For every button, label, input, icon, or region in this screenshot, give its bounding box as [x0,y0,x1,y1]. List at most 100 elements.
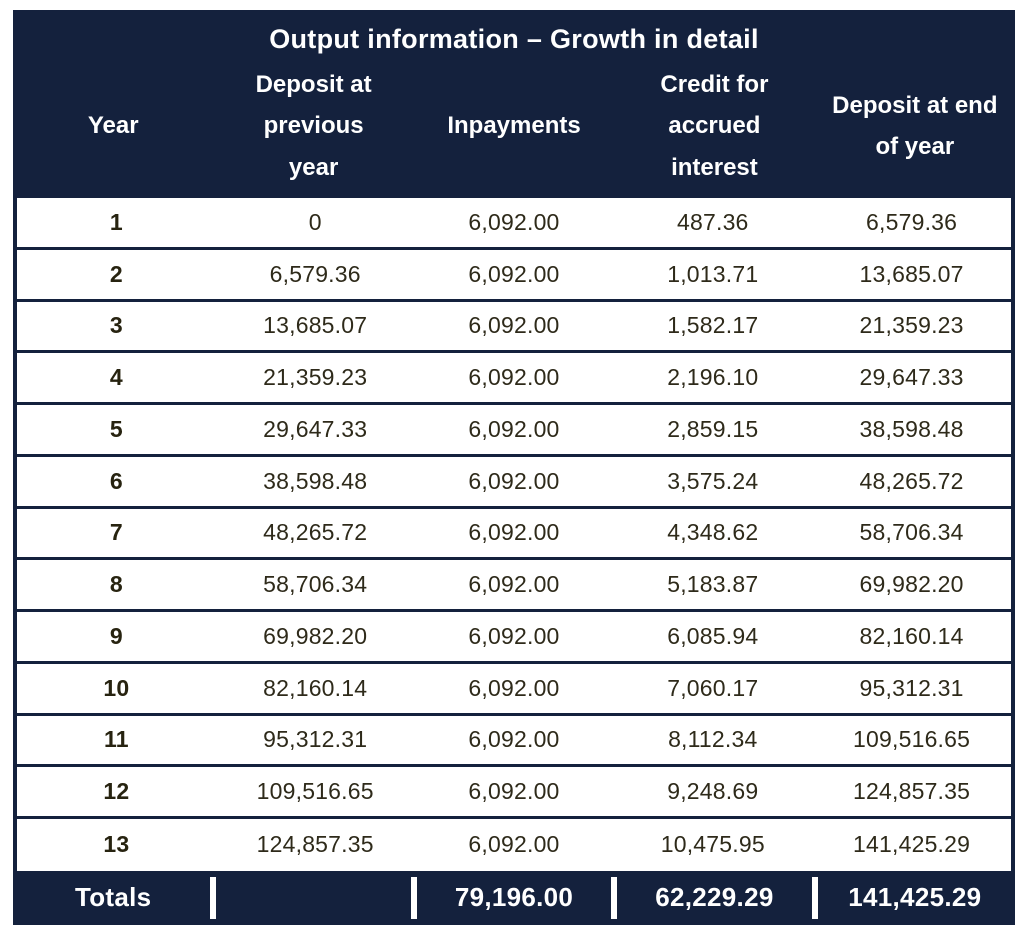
table-row: 13 124,857.35 6,092.00 10,475.95 141,425… [17,819,1011,871]
deposit-end-cell: 141,425.29 [853,831,971,858]
column-header-year: Year [13,105,213,146]
column-header-inpayments: Inpayments [414,105,614,146]
credit-interest-cell: 10,475.95 [660,831,765,858]
credit-interest-cell: 8,112.34 [668,726,758,753]
inpayments-cell: 6,092.00 [468,778,560,805]
totals-inpayments-cell: 79,196.00 [410,871,614,925]
deposit-end-cell: 69,982.20 [859,571,964,598]
table-row: 1 0 6,092.00 487.36 6,579.36 [17,198,1011,250]
credit-interest-cell: 4,348.62 [667,519,759,546]
year-cell: 13 [103,831,130,858]
totals-value: 79,196.00 [454,882,574,913]
table-row: 8 58,706.34 6,092.00 5,183.87 69,982.20 [17,560,1011,612]
credit-interest-cell: 9,248.69 [667,778,759,805]
inpayments-cell: 6,092.00 [468,726,560,753]
table-row: 11 95,312.31 6,092.00 8,112.34 109,516.6… [17,716,1011,768]
credit-interest-cell: 7,060.17 [667,674,759,701]
deposit-previous-cell: 95,312.31 [263,726,368,753]
totals-credit-interest-cell: 62,229.29 [611,871,814,925]
year-cell: 1 [109,208,123,235]
year-cell: 6 [109,467,123,494]
column-header-label: Deposit at end of year [832,91,998,160]
table-header: Output information – Growth in detail Ye… [13,10,1015,198]
year-cell: 9 [109,622,123,649]
deposit-previous-cell: 109,516.65 [256,778,374,805]
totals-divider [811,876,818,919]
column-header-label: Year [87,112,139,140]
inpayments-cell: 6,092.00 [468,622,560,649]
inpayments-cell: 6,092.00 [468,260,560,287]
column-header-deposit-previous: Deposit at previous year [213,64,413,188]
deposit-previous-cell: 29,647.33 [263,415,368,442]
table-row: 4 21,359.23 6,092.00 2,196.10 29,647.33 [17,353,1011,405]
column-header-label: Inpayments [447,112,581,140]
column-header-label: Deposit at previous year [255,71,372,181]
credit-interest-cell: 3,575.24 [667,467,759,494]
totals-label: Totals [74,882,152,913]
year-cell: 10 [103,674,130,701]
column-header-deposit-end: Deposit at end of year [815,85,1015,168]
deposit-end-cell: 58,706.34 [859,519,964,546]
inpayments-cell: 6,092.00 [468,571,560,598]
deposit-previous-cell: 48,265.72 [263,519,368,546]
inpayments-cell: 6,092.00 [468,415,560,442]
inpayments-cell: 6,092.00 [468,831,560,858]
table-row: 9 69,982.20 6,092.00 6,085.94 82,160.14 [17,612,1011,664]
deposit-end-cell: 6,579.36 [866,208,958,235]
year-cell: 8 [109,571,123,598]
deposit-previous-cell: 38,598.48 [263,467,368,494]
deposit-previous-cell: 13,685.07 [263,312,368,339]
year-cell: 5 [109,415,123,442]
totals-divider [611,876,618,919]
deposit-end-cell: 21,359.23 [859,312,964,339]
deposit-previous-cell: 0 [308,208,322,235]
inpayments-cell: 6,092.00 [468,364,560,391]
totals-label-cell: Totals [13,871,213,925]
deposit-previous-cell: 6,579.36 [269,260,361,287]
column-header-credit-interest: Credit for accrued interest [614,64,814,188]
column-header-row: Year Deposit at previous year Inpayments… [13,57,1015,195]
deposit-previous-cell: 21,359.23 [263,364,368,391]
table-row: 6 38,598.48 6,092.00 3,575.24 48,265.72 [17,457,1011,509]
totals-deposit-previous-cell [210,871,413,925]
deposit-previous-cell: 69,982.20 [263,622,368,649]
table-row: 12 109,516.65 6,092.00 9,248.69 124,857.… [17,767,1011,819]
deposit-previous-cell: 124,857.35 [256,831,374,858]
inpayments-cell: 6,092.00 [468,674,560,701]
table-row: 2 6,579.36 6,092.00 1,013.71 13,685.07 [17,250,1011,302]
growth-table: Output information – Growth in detail Ye… [13,10,1015,925]
column-header-label: Credit for accrued interest [660,71,769,181]
totals-deposit-end-cell: 141,425.29 [811,871,1015,925]
inpayments-cell: 6,092.00 [468,519,560,546]
credit-interest-cell: 2,859.15 [667,415,759,442]
year-cell: 7 [109,519,123,546]
inpayments-cell: 6,092.00 [468,467,560,494]
credit-interest-cell: 1,013.71 [667,260,759,287]
deposit-previous-cell: 82,160.14 [263,674,368,701]
deposit-end-cell: 13,685.07 [859,260,964,287]
deposit-end-cell: 124,857.35 [853,778,971,805]
year-cell: 2 [109,260,123,287]
table-row: 5 29,647.33 6,092.00 2,859.15 38,598.48 [17,405,1011,457]
deposit-end-cell: 29,647.33 [859,364,964,391]
table-row: 3 13,685.07 6,092.00 1,582.17 21,359.23 [17,302,1011,354]
year-cell: 4 [109,364,123,391]
credit-interest-cell: 6,085.94 [667,622,759,649]
totals-value: 141,425.29 [848,882,982,913]
credit-interest-cell: 5,183.87 [667,571,759,598]
credit-interest-cell: 1,582.17 [667,312,759,339]
totals-divider [410,876,417,919]
totals-value: 62,229.29 [655,882,774,913]
inpayments-cell: 6,092.00 [468,312,560,339]
totals-row: Totals 79,196.00 62,229.29 141,425.29 [13,870,1015,925]
table-title: Output information – Growth in detail [269,24,759,54]
credit-interest-cell: 2,196.10 [667,364,759,391]
deposit-end-cell: 38,598.48 [859,415,964,442]
deposit-end-cell: 109,516.65 [853,726,971,753]
credit-interest-cell: 487.36 [677,208,749,235]
year-cell: 11 [104,726,129,753]
totals-divider [210,876,217,919]
table-row: 7 48,265.72 6,092.00 4,348.62 58,706.34 [17,509,1011,561]
table-row: 10 82,160.14 6,092.00 7,060.17 95,312.31 [17,664,1011,716]
year-cell: 12 [103,778,130,805]
